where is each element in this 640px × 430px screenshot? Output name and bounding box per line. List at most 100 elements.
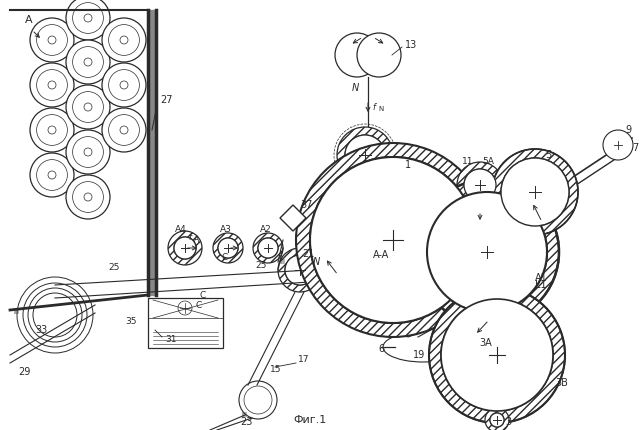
Circle shape xyxy=(102,63,146,107)
Text: 31: 31 xyxy=(165,335,177,344)
Circle shape xyxy=(168,231,202,265)
Circle shape xyxy=(84,58,92,66)
Circle shape xyxy=(120,36,128,44)
Text: 25: 25 xyxy=(108,264,120,273)
Circle shape xyxy=(485,408,509,430)
Circle shape xyxy=(427,192,547,312)
Text: A3: A3 xyxy=(220,225,232,234)
Circle shape xyxy=(239,381,277,419)
Wedge shape xyxy=(337,127,393,183)
Text: Фиг.1: Фиг.1 xyxy=(293,415,326,425)
Circle shape xyxy=(296,143,490,337)
Circle shape xyxy=(120,81,128,89)
Wedge shape xyxy=(278,248,322,292)
Text: C: C xyxy=(195,301,201,310)
Wedge shape xyxy=(296,143,490,337)
Circle shape xyxy=(48,126,56,134)
Circle shape xyxy=(285,255,315,285)
Circle shape xyxy=(442,207,532,297)
Text: A2: A2 xyxy=(260,225,272,234)
Circle shape xyxy=(464,169,496,201)
Circle shape xyxy=(335,33,379,77)
Circle shape xyxy=(457,315,537,395)
Circle shape xyxy=(447,305,547,405)
Text: 6: 6 xyxy=(378,344,384,354)
Circle shape xyxy=(213,233,243,263)
Text: 3: 3 xyxy=(505,417,511,427)
Circle shape xyxy=(30,18,74,62)
Wedge shape xyxy=(415,180,559,324)
Circle shape xyxy=(253,233,283,263)
Text: 1: 1 xyxy=(405,160,411,170)
Text: A: A xyxy=(194,234,199,243)
Circle shape xyxy=(84,193,92,201)
Text: 21: 21 xyxy=(302,249,314,259)
Circle shape xyxy=(30,63,74,107)
Circle shape xyxy=(174,237,196,259)
Circle shape xyxy=(431,196,543,308)
Polygon shape xyxy=(280,205,306,231)
Circle shape xyxy=(48,81,56,89)
Text: C: C xyxy=(200,291,206,300)
Text: 3B: 3B xyxy=(555,378,568,388)
Text: 7: 7 xyxy=(632,143,638,153)
Circle shape xyxy=(465,323,529,387)
Circle shape xyxy=(66,85,110,129)
Text: 5A: 5A xyxy=(482,157,494,166)
Circle shape xyxy=(258,238,278,258)
Circle shape xyxy=(481,339,513,371)
Circle shape xyxy=(441,299,553,411)
Text: 5: 5 xyxy=(545,150,551,160)
Circle shape xyxy=(218,238,238,258)
Text: A1: A1 xyxy=(535,273,548,283)
Wedge shape xyxy=(485,408,509,430)
Circle shape xyxy=(451,216,523,288)
Circle shape xyxy=(48,171,56,179)
Circle shape xyxy=(30,153,74,197)
Circle shape xyxy=(457,162,503,208)
Circle shape xyxy=(66,0,110,40)
Text: 17: 17 xyxy=(298,356,310,365)
Text: III: III xyxy=(13,309,19,315)
Text: 19: 19 xyxy=(413,350,425,360)
Circle shape xyxy=(345,135,385,175)
Circle shape xyxy=(490,413,504,427)
Text: N: N xyxy=(378,106,383,112)
Circle shape xyxy=(466,231,508,273)
Circle shape xyxy=(48,36,56,44)
Circle shape xyxy=(30,108,74,152)
Circle shape xyxy=(102,18,146,62)
Circle shape xyxy=(66,40,110,84)
Circle shape xyxy=(488,346,506,364)
Circle shape xyxy=(357,33,401,77)
Circle shape xyxy=(415,180,559,324)
Circle shape xyxy=(337,127,393,183)
Text: 11: 11 xyxy=(462,157,474,166)
Text: C: C xyxy=(222,254,228,262)
Text: 13: 13 xyxy=(405,40,417,50)
Wedge shape xyxy=(253,233,283,263)
Circle shape xyxy=(84,103,92,111)
Circle shape xyxy=(84,14,92,22)
Text: f: f xyxy=(188,233,191,242)
Wedge shape xyxy=(429,287,565,423)
Circle shape xyxy=(473,331,521,379)
Circle shape xyxy=(310,157,476,323)
Circle shape xyxy=(472,237,502,267)
Bar xyxy=(148,298,223,348)
Text: A4: A4 xyxy=(175,225,187,234)
Circle shape xyxy=(478,243,496,261)
Circle shape xyxy=(501,158,569,226)
Text: 9: 9 xyxy=(625,125,631,135)
Circle shape xyxy=(84,148,92,156)
Text: A-A: A-A xyxy=(373,250,389,260)
Text: A: A xyxy=(25,15,33,25)
Circle shape xyxy=(66,175,110,219)
Text: 23: 23 xyxy=(240,417,252,427)
Circle shape xyxy=(492,149,578,235)
Text: 35: 35 xyxy=(125,317,136,326)
Text: 15: 15 xyxy=(270,366,282,375)
Circle shape xyxy=(120,126,128,134)
Wedge shape xyxy=(168,231,202,265)
Text: 27: 27 xyxy=(160,95,173,105)
